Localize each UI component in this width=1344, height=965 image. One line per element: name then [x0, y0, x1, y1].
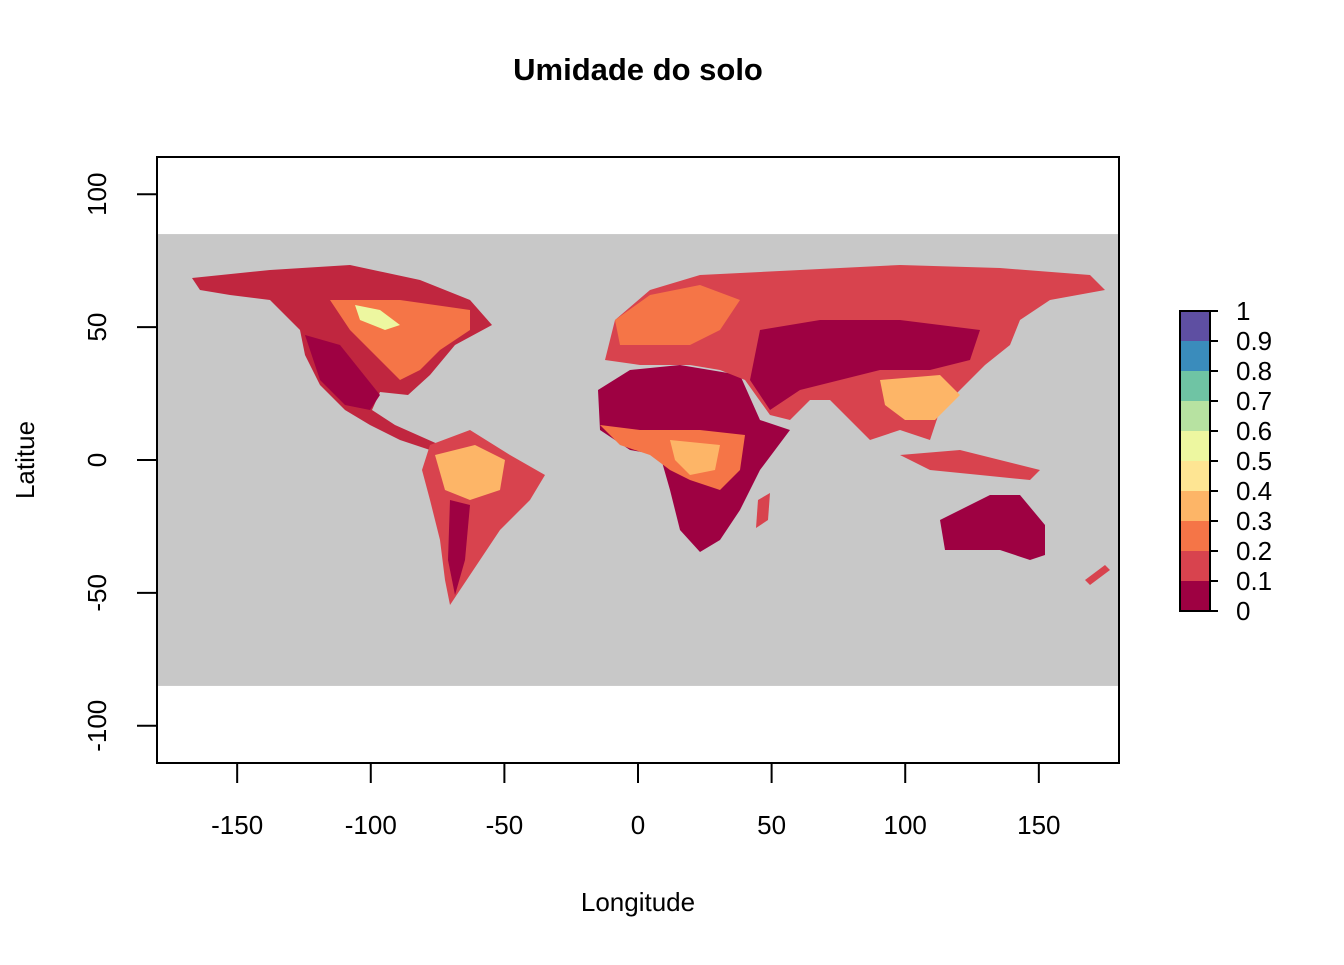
legend-label: 0.2	[1236, 536, 1272, 566]
x-tick-label: 100	[884, 810, 927, 840]
land	[670, 440, 720, 475]
x-tick-label: 150	[1017, 810, 1060, 840]
legend-swatch	[1180, 461, 1210, 491]
legend-label: 0.1	[1236, 566, 1272, 596]
y-tick-label: -50	[82, 574, 112, 612]
x-tick-label: 50	[757, 810, 786, 840]
legend-label: 0.7	[1236, 386, 1272, 416]
legend-label: 0	[1236, 596, 1250, 626]
y-tick-label: -100	[82, 700, 112, 752]
legend-label: 0.4	[1236, 476, 1272, 506]
x-tick-label: -100	[345, 810, 397, 840]
x-tick-label: -150	[211, 810, 263, 840]
land	[305, 335, 380, 410]
land	[756, 493, 770, 528]
legend-label: 0.3	[1236, 506, 1272, 536]
y-tick-label: 0	[82, 453, 112, 467]
y-axis-label: Latitue	[10, 421, 40, 499]
legend: 00.10.20.30.40.50.60.70.80.91	[1179, 296, 1272, 626]
land	[940, 495, 1045, 560]
legend-swatch	[1180, 521, 1210, 551]
y-tick-label: 100	[82, 173, 112, 216]
legend-swatch	[1180, 551, 1210, 581]
legend-label: 0.8	[1236, 356, 1272, 386]
land	[435, 445, 505, 500]
legend-swatch	[1180, 401, 1210, 431]
land	[1085, 565, 1110, 585]
land	[448, 500, 470, 595]
land-masses	[192, 265, 1110, 605]
legend-swatch	[1180, 431, 1210, 461]
land	[880, 375, 960, 420]
land	[600, 425, 745, 490]
legend-swatch	[1180, 581, 1210, 611]
land	[615, 285, 740, 345]
legend-label: 0.5	[1236, 446, 1272, 476]
legend-label: 1	[1236, 296, 1250, 326]
chart-title: Umidade do solo	[513, 52, 763, 87]
x-tick-label: 0	[631, 810, 645, 840]
land	[900, 450, 1040, 480]
land	[355, 305, 400, 330]
legend-swatch	[1180, 311, 1210, 341]
legend-swatch	[1180, 341, 1210, 371]
x-tick-label: -50	[486, 810, 524, 840]
y-tick-label: 50	[82, 313, 112, 342]
legend-swatch	[1180, 371, 1210, 401]
legend-swatch	[1180, 491, 1210, 521]
legend-label: 0.6	[1236, 416, 1272, 446]
legend-label: 0.9	[1236, 326, 1272, 356]
axes: -150 -100 -50 0 50 100 150 -100 -50 0 50 100	[82, 173, 1061, 840]
x-axis-label: Longitude	[581, 887, 695, 917]
land	[750, 320, 980, 410]
